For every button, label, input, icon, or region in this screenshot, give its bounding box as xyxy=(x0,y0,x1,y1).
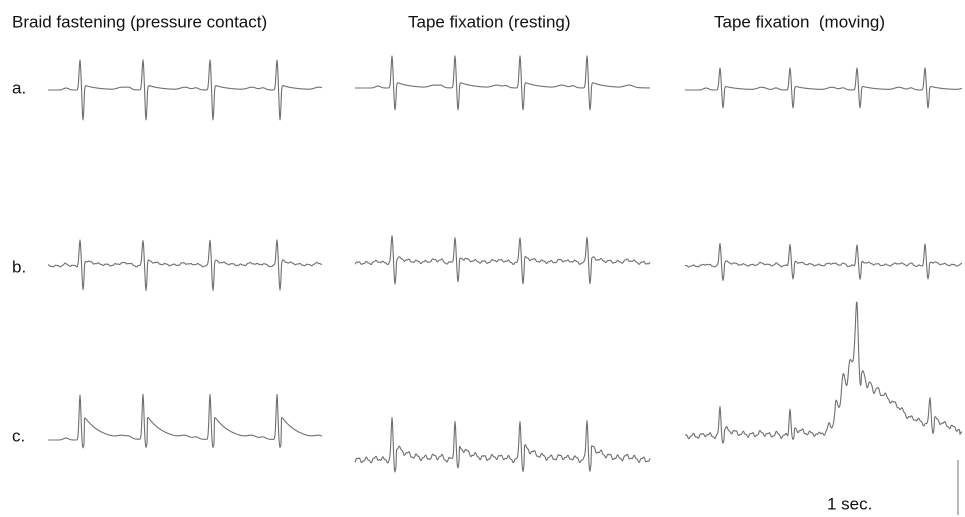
ecg-trace xyxy=(684,242,963,281)
row-label: c. xyxy=(12,426,25,445)
row-label: a. xyxy=(12,78,26,97)
ecg-trace xyxy=(354,235,651,285)
ecg-trace xyxy=(47,239,323,291)
row-label: b. xyxy=(12,257,26,276)
ecg-trace xyxy=(354,55,651,111)
ecg-trace xyxy=(684,67,963,109)
scale-label: 1 sec. xyxy=(827,494,872,513)
ecg-trace xyxy=(684,301,963,444)
ecg-trace xyxy=(47,393,323,449)
column-title: Tape fixation (resting) xyxy=(408,12,571,31)
ecg-trace xyxy=(47,59,323,121)
ecg-trace xyxy=(354,417,651,473)
column-title: Braid fastening (pressure contact) xyxy=(12,12,267,31)
column-title: Tape fixation (moving) xyxy=(714,12,885,31)
